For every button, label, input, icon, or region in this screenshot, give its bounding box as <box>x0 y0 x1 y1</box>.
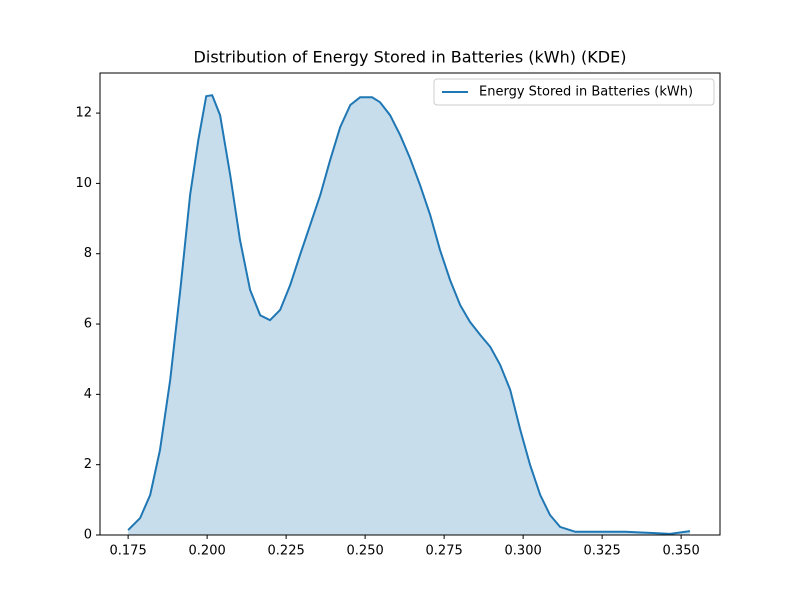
plot-frame <box>99 72 721 536</box>
chart-title: Distribution of Energy Stored in Batteri… <box>194 48 627 67</box>
y-tick-label: 4 <box>84 387 92 402</box>
legend: Energy Stored in Batteries (kWh) <box>433 78 715 106</box>
area <box>128 95 691 535</box>
x-tick-label: 0.350 <box>663 544 700 559</box>
y-tick-label: 8 <box>84 246 92 261</box>
x-tick-label: 0.175 <box>110 544 147 559</box>
y-tick-label: 6 <box>84 317 92 332</box>
y-tick-label: 10 <box>75 176 92 191</box>
legend-label: Energy Stored in Batteries (kWh) <box>479 85 693 100</box>
x-tick-label: 0.300 <box>505 544 542 559</box>
y-tick-label: 2 <box>84 457 92 472</box>
y-tick-label: 12 <box>75 106 92 121</box>
x-tick-label: 0.200 <box>189 544 226 559</box>
line <box>127 94 691 535</box>
x-tick-label: 0.325 <box>584 544 621 559</box>
y-tick-label: 0 <box>84 528 92 543</box>
x-tick-label: 0.250 <box>347 544 384 559</box>
x-tick-label: 0.275 <box>426 544 463 559</box>
legend-box <box>433 78 715 106</box>
x-tick-label: 0.225 <box>268 544 305 559</box>
